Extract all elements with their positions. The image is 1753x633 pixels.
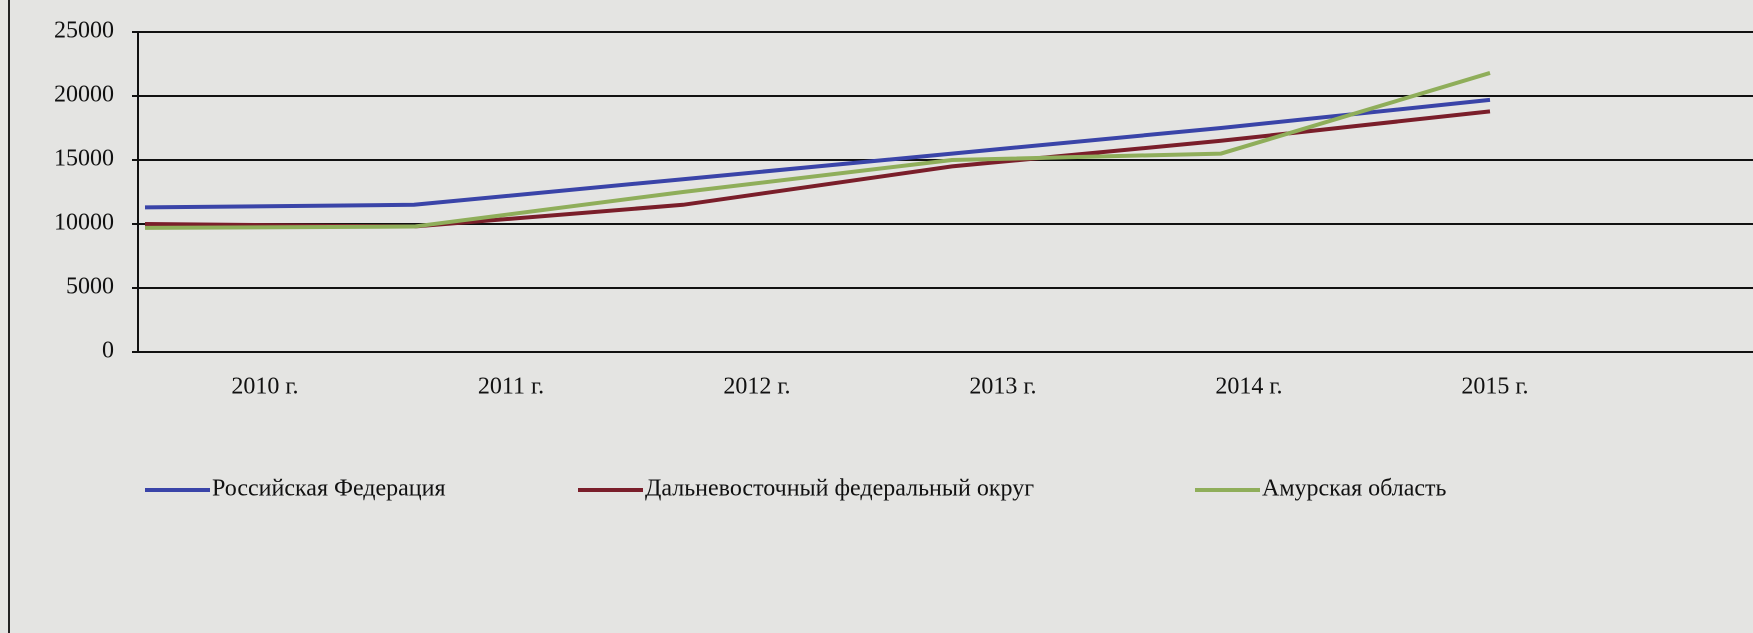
y-tick-label: 25000 <box>54 18 114 44</box>
x-tick-label: 2012 г. <box>723 374 790 400</box>
y-tick-label: 5000 <box>66 274 114 300</box>
legend-label: Дальневосточный федеральный округ <box>645 476 1034 502</box>
legend-label: Амурская область <box>1262 476 1447 502</box>
series-line <box>144 97 1491 210</box>
y-tick-label: 0 <box>102 338 114 364</box>
x-tick-label: 2014 г. <box>1215 374 1282 400</box>
x-tick-label: 2013 г. <box>969 374 1036 400</box>
series-line <box>144 71 1491 230</box>
x-tick-label: 2015 г. <box>1461 374 1528 400</box>
y-tick-label: 20000 <box>54 82 114 108</box>
x-tick-label: 2010 г. <box>231 374 298 400</box>
legend-label: Российская Федерация <box>212 476 446 502</box>
y-tick-label: 10000 <box>54 210 114 236</box>
y-tick-label: 15000 <box>54 146 114 172</box>
x-tick-label: 2011 г. <box>478 374 544 400</box>
